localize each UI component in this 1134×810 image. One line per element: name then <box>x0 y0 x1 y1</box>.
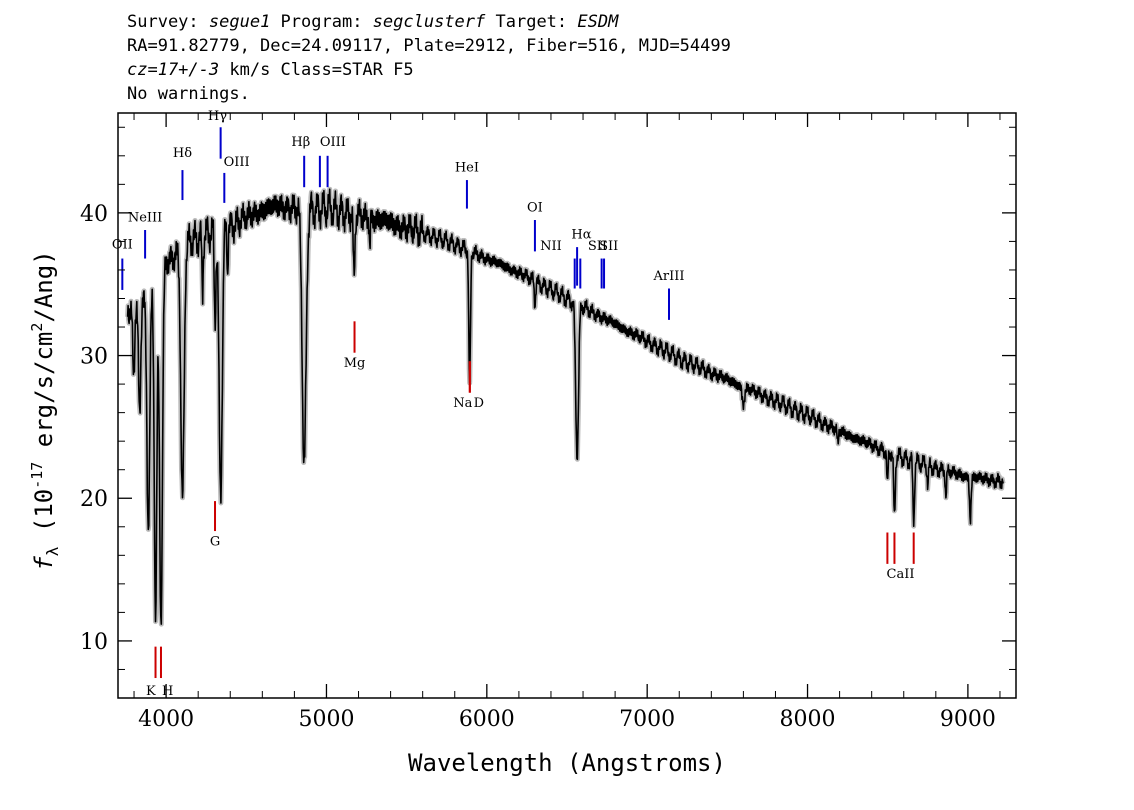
header-line-warnings: No warnings. <box>127 84 250 104</box>
x-tick-label: 7000 <box>619 707 675 732</box>
header-line-redshift: cz=17+/-3 km/s Class=STAR F5 <box>127 58 731 82</box>
header-line-survey: Survey: segue1 Program: segclusterf Targ… <box>127 10 731 34</box>
emission-line-label: SII <box>599 239 618 254</box>
emission-line-label: SII <box>588 239 607 254</box>
emission-line-label: OIII <box>224 155 250 170</box>
emission-line-label: Hδ <box>173 146 192 161</box>
x-tick-label: 4000 <box>138 707 194 732</box>
plot-frame <box>117 112 1017 699</box>
absorption-line-label: Mg <box>344 356 366 371</box>
y-axis-label: fλ (10-17 erg/s/cm2/Ang) <box>28 250 62 570</box>
emission-line-label: OI <box>527 200 543 215</box>
emission-line-label: Hα <box>571 228 591 243</box>
x-tick-label: 6000 <box>459 707 515 732</box>
target-value: ESDM <box>577 12 619 32</box>
absorption-line-label: D <box>474 396 484 411</box>
axes-layer: 4000 5000 6000 7000 8000 9000 10 20 30 40 <box>80 113 1016 732</box>
emission-line-label: HeI <box>455 161 479 176</box>
target-label: Target: <box>485 12 578 32</box>
spectrum-line <box>126 188 1004 625</box>
absorption-line-label: Na <box>453 396 472 411</box>
y-label-unit-open: (10 <box>30 489 58 547</box>
program-label: Program: <box>270 12 373 32</box>
header-line-coords: RA=91.82779, Dec=24.09117, Plate=2912, F… <box>127 36 731 56</box>
y-tick-label: 30 <box>80 345 108 370</box>
survey-label: Survey: <box>127 12 209 32</box>
x-tick-label: 5000 <box>298 707 354 732</box>
survey-value: segue1 <box>208 12 271 32</box>
x-axis-label: Wavelength (Angstroms) <box>408 749 726 777</box>
absorption-line-label: H <box>162 684 173 699</box>
absorption-line-label: K <box>146 684 156 699</box>
emission-line-label: Hγ <box>208 109 227 124</box>
redshift-value: cz=17+/-3 <box>127 60 220 80</box>
y-label-exponent: -17 <box>28 462 46 489</box>
emission-line-label: NeIII <box>128 210 162 225</box>
x-tick-label: 8000 <box>780 707 836 732</box>
spectrum-header: Survey: segue1 Program: segclusterf Targ… <box>127 10 731 106</box>
absorption-line-label: CaII <box>887 567 915 582</box>
emission-line-label: OII <box>112 238 133 253</box>
program-value: segclusterf <box>372 12 486 32</box>
class-value: km/s Class=STAR F5 <box>219 60 414 80</box>
y-tick-label: 40 <box>80 202 108 227</box>
y-label-lambda: λ <box>43 546 62 556</box>
emission-line-label: OIII <box>320 135 346 150</box>
emission-line-label: NII <box>540 239 562 254</box>
emission-line-label: Hβ <box>291 135 310 150</box>
y-label-exponent-2: 2 <box>28 323 46 332</box>
y-label-unit-mid: erg/s/cm <box>30 332 58 462</box>
y-tick-label: 20 <box>80 487 108 512</box>
y-tick-label: 10 <box>80 630 108 655</box>
emission-line-label: ArIII <box>652 269 684 284</box>
absorption-line-label: G <box>210 534 220 549</box>
y-label-f: f <box>30 556 58 571</box>
error-band <box>125 186 1006 627</box>
y-label-unit-end: /Ang) <box>30 250 58 322</box>
x-tick-label: 9000 <box>940 707 996 732</box>
